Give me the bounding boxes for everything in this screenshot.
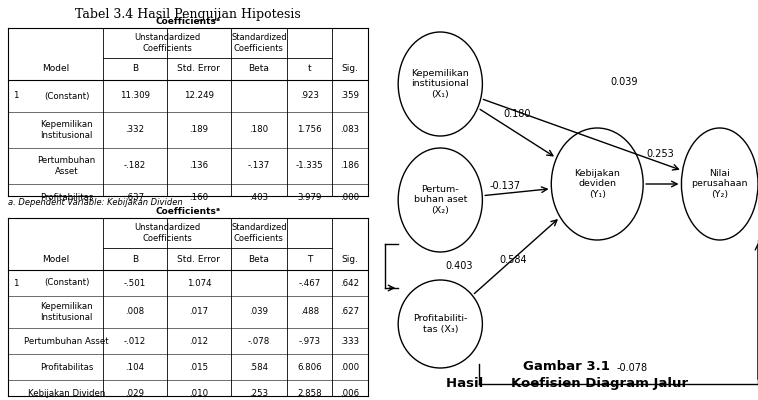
Text: Sig.: Sig. — [341, 64, 359, 74]
Text: .923: .923 — [300, 92, 319, 100]
Text: .253: .253 — [249, 388, 268, 398]
Text: Model: Model — [42, 64, 69, 74]
Text: t: t — [308, 64, 312, 74]
Text: .627: .627 — [340, 308, 359, 316]
Text: .008: .008 — [126, 308, 145, 316]
Text: .359: .359 — [340, 92, 359, 100]
Text: Beta: Beta — [249, 254, 269, 264]
Text: Std. Error: Std. Error — [177, 64, 221, 74]
Text: T: T — [307, 254, 312, 264]
Text: .000: .000 — [340, 194, 359, 202]
Text: Gambar 3.1: Gambar 3.1 — [523, 360, 610, 372]
Text: Standardized
Coefficients: Standardized Coefficients — [231, 33, 287, 53]
Text: Pertumbuhan Asset: Pertumbuhan Asset — [24, 336, 109, 346]
Text: .029: .029 — [126, 388, 145, 398]
Text: 2.858: 2.858 — [297, 388, 322, 398]
Text: .104: .104 — [126, 362, 145, 372]
Text: Sig.: Sig. — [341, 254, 359, 264]
Text: B: B — [132, 64, 138, 74]
Text: Beta: Beta — [249, 64, 269, 74]
Text: .000: .000 — [340, 362, 359, 372]
Text: Kebijakan Dividen: Kebijakan Dividen — [28, 388, 105, 398]
Text: Model: Model — [42, 254, 69, 264]
Text: -.182: -.182 — [124, 162, 146, 170]
Text: a. Dependent Variable: Kebijakan Dividen: a. Dependent Variable: Kebijakan Dividen — [8, 198, 182, 207]
Text: 1.074: 1.074 — [186, 278, 211, 288]
Text: -0.137: -0.137 — [490, 181, 521, 191]
Text: Tabel 3.4 Hasil Pengujian Hipotesis: Tabel 3.4 Hasil Pengujian Hipotesis — [75, 8, 300, 21]
Text: .584: .584 — [249, 362, 268, 372]
Text: .039: .039 — [249, 308, 268, 316]
Text: -.137: -.137 — [248, 162, 270, 170]
Text: 12.249: 12.249 — [184, 92, 214, 100]
Text: Hasil      Koefisien Diagram Jalur: Hasil Koefisien Diagram Jalur — [446, 378, 688, 390]
Text: .006: .006 — [340, 388, 359, 398]
Text: .017: .017 — [190, 308, 208, 316]
Text: 1: 1 — [13, 92, 19, 100]
Text: 0.253: 0.253 — [647, 149, 675, 159]
Text: Coefficientsᵃ: Coefficientsᵃ — [155, 17, 220, 26]
Text: Unstandardized
Coefficients: Unstandardized Coefficients — [134, 223, 200, 243]
Text: Standardized
Coefficients: Standardized Coefficients — [231, 223, 287, 243]
Text: B: B — [132, 254, 138, 264]
Text: .637: .637 — [126, 194, 145, 202]
Text: 11.309: 11.309 — [120, 92, 150, 100]
Text: (Constant): (Constant) — [44, 92, 89, 100]
Text: Pertum-
buhan aset
(X₂): Pertum- buhan aset (X₂) — [414, 185, 467, 215]
Text: (Constant): (Constant) — [44, 278, 89, 288]
Text: Profitabiliti-
tas (X₃): Profitabiliti- tas (X₃) — [413, 314, 468, 334]
Text: Kepemilikan
Institusional: Kepemilikan Institusional — [40, 302, 93, 322]
Text: -.012: -.012 — [124, 336, 146, 346]
Text: .488: .488 — [300, 308, 319, 316]
Text: Kebijakan
deviden
(Y₁): Kebijakan deviden (Y₁) — [575, 169, 620, 199]
Text: Std. Error: Std. Error — [177, 254, 221, 264]
Text: 0.403: 0.403 — [446, 261, 473, 271]
Text: -.078: -.078 — [248, 336, 270, 346]
Text: .136: .136 — [190, 162, 208, 170]
Text: 3.979: 3.979 — [297, 194, 321, 202]
Text: .332: .332 — [126, 126, 145, 134]
Text: .189: .189 — [190, 126, 208, 134]
Text: Pertumbuhan
Asset: Pertumbuhan Asset — [37, 156, 96, 176]
Text: .180: .180 — [249, 126, 268, 134]
Text: Nilai
perusahaan
(Y₂): Nilai perusahaan (Y₂) — [691, 169, 748, 199]
Text: Profitabilitas: Profitabilitas — [40, 362, 93, 372]
Text: 6.806: 6.806 — [297, 362, 322, 372]
Text: Kepemilikan
Institusional: Kepemilikan Institusional — [40, 120, 93, 140]
Text: 0.584: 0.584 — [500, 255, 527, 265]
Text: .642: .642 — [340, 278, 359, 288]
Text: Coefficientsᵃ: Coefficientsᵃ — [155, 207, 220, 216]
Text: Profitabilitas: Profitabilitas — [40, 194, 93, 202]
Text: -1.335: -1.335 — [296, 162, 324, 170]
Text: -0.078: -0.078 — [616, 363, 647, 373]
Text: .010: .010 — [190, 388, 208, 398]
Text: .083: .083 — [340, 126, 359, 134]
Text: .015: .015 — [190, 362, 208, 372]
Text: .333: .333 — [340, 336, 359, 346]
Text: 1.756: 1.756 — [297, 126, 322, 134]
Text: .186: .186 — [340, 162, 359, 170]
Text: .012: .012 — [190, 336, 208, 346]
Text: .160: .160 — [190, 194, 208, 202]
Text: Unstandardized
Coefficients: Unstandardized Coefficients — [134, 33, 200, 53]
Text: 0.180: 0.180 — [503, 109, 531, 119]
Text: 1: 1 — [13, 278, 19, 288]
Text: .403: .403 — [249, 194, 268, 202]
Text: -.467: -.467 — [299, 278, 321, 288]
Text: 0.039: 0.039 — [610, 77, 637, 87]
Text: -.501: -.501 — [124, 278, 146, 288]
Text: Kepemilikan
institusional
(X₁): Kepemilikan institusional (X₁) — [412, 69, 469, 99]
Text: -.973: -.973 — [299, 336, 321, 346]
